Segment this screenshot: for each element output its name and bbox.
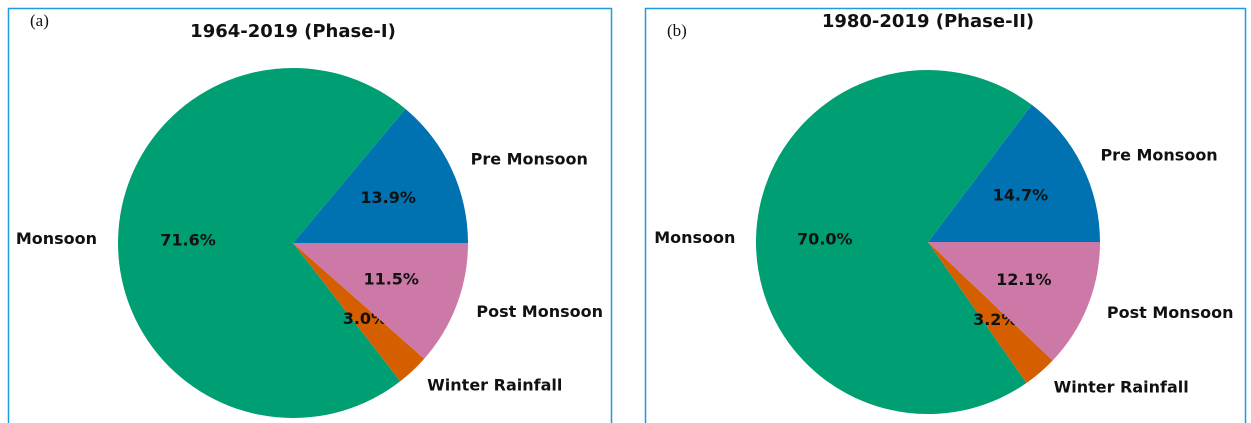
value-label: 70.0% [797, 230, 853, 249]
panel-label: (b) [667, 21, 687, 40]
slice-label: Post Monsoon [1107, 303, 1234, 322]
slice-label: Pre Monsoon [1100, 146, 1217, 165]
panel-frame [644, 7, 1247, 423]
slice-label: Pre Monsoon [471, 150, 588, 169]
chart-title: 1964-2019 (Phase-I) [190, 21, 396, 42]
pie-slice [118, 68, 406, 419]
slice-label: Monsoon [654, 228, 735, 247]
pie-slice [928, 242, 1100, 361]
panel-frame [7, 7, 613, 423]
pie-slice [293, 243, 425, 382]
slice-label: Post Monsoon [476, 302, 603, 321]
value-label: 11.5% [363, 270, 419, 289]
pie-slice [928, 242, 1053, 384]
pie-slice [293, 108, 468, 243]
chart-title: 1980-2019 (Phase-II) [822, 11, 1034, 32]
slice-label: Monsoon [16, 229, 97, 248]
pie-slice [756, 70, 1032, 415]
value-label: 71.6% [160, 231, 216, 250]
value-label: 14.7% [993, 186, 1049, 205]
value-label: 13.9% [360, 188, 416, 207]
slice-label: Winter Rainfall [427, 375, 562, 394]
panel-label: (a) [30, 11, 49, 30]
value-label: 12.1% [996, 270, 1052, 289]
pie-slice [293, 243, 468, 359]
slice-label: Winter Rainfall [1054, 378, 1189, 397]
pie-slice [928, 104, 1100, 242]
